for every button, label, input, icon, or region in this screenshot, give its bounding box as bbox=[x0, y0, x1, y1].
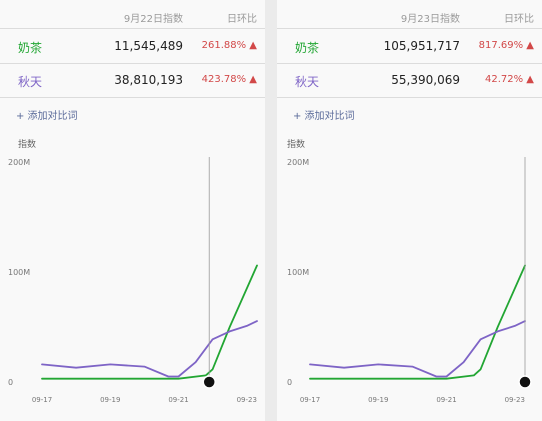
term-name: 秋天 bbox=[295, 75, 320, 89]
term-value: 38,810,193 bbox=[114, 73, 183, 87]
hover-marker-dot[interactable] bbox=[202, 375, 216, 389]
term-name: 奶茶 bbox=[18, 41, 43, 55]
y-tick-label: 0 bbox=[287, 378, 292, 387]
term-ratio: 261.88% ▲ bbox=[201, 40, 257, 51]
series-line-milk-tea bbox=[41, 264, 258, 380]
header-date: 9月23日指数 bbox=[400, 14, 460, 25]
header-date: 9月22日指数 bbox=[123, 14, 183, 25]
header-ratio: 日环比 bbox=[227, 14, 257, 25]
term-ratio: 817.69% ▲ bbox=[478, 40, 534, 51]
trend-chart: 指数 0 100M 200M 09-17 09-19 09-21 09-23 bbox=[8, 138, 258, 404]
x-tick-label: 09-23 bbox=[237, 396, 257, 404]
index-panel-0922: 9月22日指数 日环比 奶茶 11,545,489 261.88% ▲ 秋天 3… bbox=[0, 0, 265, 421]
series-line-autumn bbox=[41, 320, 258, 378]
term-name: 秋天 bbox=[18, 75, 43, 89]
x-tick-label: 09-21 bbox=[168, 396, 188, 404]
term-ratio: 42.72% ▲ bbox=[485, 74, 534, 85]
term-row-milk-tea[interactable]: 奶茶 11,545,489 261.88% ▲ bbox=[0, 28, 265, 64]
x-tick-label: 09-19 bbox=[100, 396, 120, 404]
trend-chart: 指数 0 100M 200M 09-17 09-19 09-21 09-23 bbox=[287, 138, 532, 404]
y-tick-label: 200M bbox=[287, 158, 309, 167]
header-ratio: 日环比 bbox=[504, 14, 534, 25]
x-tick-label: 09-19 bbox=[368, 396, 388, 404]
add-compare-term-link[interactable]: + 添加对比词 bbox=[293, 111, 355, 122]
y-axis-label: 指数 bbox=[287, 138, 305, 150]
y-tick-label: 0 bbox=[8, 378, 13, 387]
y-tick-label: 200M bbox=[8, 158, 30, 167]
x-tick-label: 09-23 bbox=[505, 396, 525, 404]
series-line-milk-tea bbox=[309, 264, 526, 380]
term-name: 奶茶 bbox=[295, 41, 320, 55]
y-tick-label: 100M bbox=[287, 268, 309, 277]
term-row-autumn[interactable]: 秋天 38,810,193 423.78% ▲ bbox=[0, 63, 265, 98]
term-value: 105,951,717 bbox=[383, 39, 460, 53]
term-value: 11,545,489 bbox=[114, 39, 183, 53]
add-compare-term-link[interactable]: + 添加对比词 bbox=[16, 111, 78, 122]
x-tick-label: 09-17 bbox=[32, 396, 52, 404]
y-tick-label: 100M bbox=[8, 268, 30, 277]
series-line-autumn bbox=[309, 320, 526, 378]
hover-marker-dot[interactable] bbox=[518, 375, 532, 389]
term-value: 55,390,069 bbox=[391, 73, 460, 87]
term-ratio: 423.78% ▲ bbox=[201, 74, 257, 85]
term-row-autumn[interactable]: 秋天 55,390,069 42.72% ▲ bbox=[277, 63, 542, 98]
x-tick-label: 09-17 bbox=[300, 396, 320, 404]
y-axis-label: 指数 bbox=[18, 138, 36, 150]
term-row-milk-tea[interactable]: 奶茶 105,951,717 817.69% ▲ bbox=[277, 28, 542, 64]
x-tick-label: 09-21 bbox=[436, 396, 456, 404]
index-panel-0923: 9月23日指数 日环比 奶茶 105,951,717 817.69% ▲ 秋天 … bbox=[277, 0, 542, 421]
